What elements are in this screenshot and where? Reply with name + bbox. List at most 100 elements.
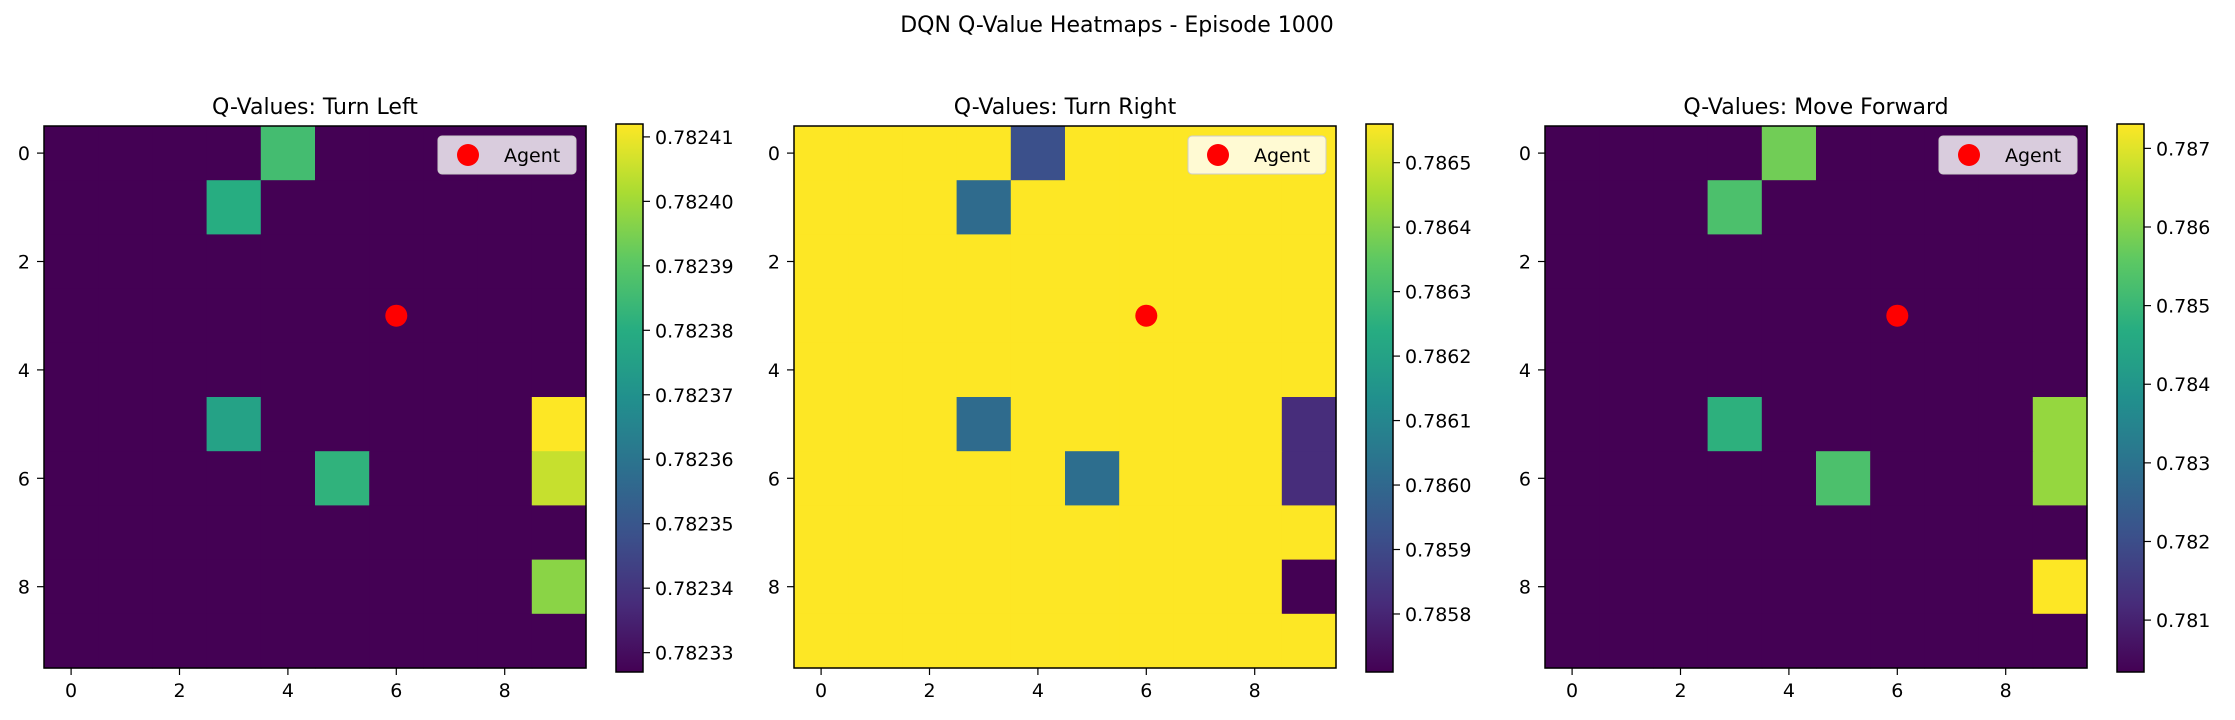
heatmap-cell <box>1761 505 1817 561</box>
heatmap-cell <box>369 559 424 615</box>
y-tick-label: 6 <box>1519 468 1531 490</box>
heatmap-cell <box>423 451 479 506</box>
heatmap-cell <box>44 288 99 344</box>
heatmap-cell <box>1010 613 1066 669</box>
heatmap-cell <box>260 288 316 344</box>
heatmap-cell <box>1010 342 1066 398</box>
heatmap-cell <box>1870 397 1925 452</box>
colorbar-tick-label: 0.7858 <box>1405 604 1471 626</box>
heatmap-cell <box>1065 559 1120 615</box>
heatmap-cell <box>206 613 262 669</box>
heatmap-cell <box>369 180 424 235</box>
heatmap-cell <box>848 234 903 290</box>
x-tick-label: 2 <box>1674 680 1686 702</box>
agent-marker <box>1886 304 1909 327</box>
heatmap-cell <box>902 451 958 506</box>
legend-agent-marker <box>457 144 479 166</box>
heatmap-cell <box>260 397 316 452</box>
heatmap-cell <box>1924 613 1980 669</box>
y-tick-label: 4 <box>1519 360 1531 382</box>
heatmap-cell <box>531 451 587 506</box>
heatmap-cell <box>1978 180 2034 235</box>
heatmap-cell <box>1119 613 1174 669</box>
heatmap-cell <box>1065 451 1120 506</box>
heatmap-cell <box>1870 613 1925 669</box>
heatmap-cell <box>1707 559 1763 615</box>
heatmap-cell <box>1065 505 1120 561</box>
heatmap-cell <box>1065 397 1120 452</box>
colorbar-tick-label: 0.78235 <box>655 514 734 536</box>
heatmap-cell <box>44 613 99 669</box>
heatmap-cell <box>1599 180 1654 235</box>
axes-frame <box>43 125 587 669</box>
heatmap-cell <box>1065 180 1120 235</box>
heatmap-cell <box>1173 288 1229 344</box>
heatmap-cell <box>1924 397 1980 452</box>
heatmap-panels: Q-Values: Turn Left 0 2 4 6 8 0 2 4 6 8 Agent 0.7823… <box>18 95 2211 702</box>
y-tick-label: 0 <box>18 143 30 165</box>
heatmap-cell <box>794 234 849 290</box>
heatmap-cell <box>98 451 153 506</box>
colorbar-tick-label: 0.787 <box>2156 138 2210 160</box>
heatmap-cell <box>1870 451 1925 506</box>
heatmap-cell <box>902 559 958 615</box>
heatmap-cell <box>1010 180 1066 235</box>
heatmap-cell <box>1173 613 1229 669</box>
heatmap-cell <box>152 126 208 181</box>
heatmap-cell <box>260 559 316 615</box>
heatmap-cell <box>902 288 958 344</box>
heatmap-cell <box>1599 613 1654 669</box>
heatmap-cell <box>1010 397 1066 452</box>
y-tick-label: 4 <box>18 360 30 382</box>
heatmap-cell <box>956 559 1012 615</box>
heatmap-cell <box>902 342 958 398</box>
heatmap-cell <box>152 342 208 398</box>
heatmap-cell <box>1227 180 1283 235</box>
heatmap-cell <box>1227 342 1283 398</box>
heatmap-cell <box>1816 288 1871 344</box>
heatmap-cell <box>315 234 370 290</box>
heatmap-cell <box>1065 126 1120 181</box>
heatmap-cell <box>1545 180 1600 235</box>
heatmap-cell <box>794 559 849 615</box>
heatmap-cell <box>956 613 1012 669</box>
legend-agent-marker <box>1958 144 1980 166</box>
heatmap-cell <box>1816 180 1871 235</box>
heatmap-cell <box>902 505 958 561</box>
heatmap-panel-0: Q-Values: Turn Left 0 2 4 6 8 0 2 4 6 8 Agent 0.7823… <box>18 95 734 702</box>
x-tick-label: 4 <box>1032 680 1044 702</box>
heatmap-cell <box>1599 126 1654 181</box>
colorbar-tick-label: 0.78239 <box>655 256 734 278</box>
heatmap-cell <box>1173 397 1229 452</box>
heatmap-cell <box>206 126 262 181</box>
agent-marker <box>1135 304 1158 327</box>
heatmap-cell <box>1599 234 1654 290</box>
x-tick-label: 6 <box>1140 680 1152 702</box>
colorbar-tick-label: 0.78238 <box>655 320 734 342</box>
panel-title: Q-Values: Turn Left <box>212 95 418 120</box>
heatmap-cell <box>1816 451 1871 506</box>
heatmap-cell <box>848 451 903 506</box>
heatmap-cell <box>1816 505 1871 561</box>
colorbar-tick-label: 0.785 <box>2156 296 2210 318</box>
heatmap-cell <box>1065 342 1120 398</box>
heatmap-cell <box>369 505 424 561</box>
heatmap-cell <box>98 613 153 669</box>
heatmap-cell <box>44 234 99 290</box>
heatmap-cell <box>1545 234 1600 290</box>
y-tick-label: 2 <box>1519 252 1531 274</box>
heatmap-cell <box>1173 559 1229 615</box>
heatmap-cell <box>848 505 903 561</box>
y-tick-label: 4 <box>768 360 780 382</box>
heatmap-cell <box>531 180 587 235</box>
heatmap-cell <box>477 613 533 669</box>
heatmap-cell <box>848 559 903 615</box>
colorbar-tick-label: 0.7859 <box>1405 540 1471 562</box>
heatmap-cell <box>1281 613 1337 669</box>
heatmap-cell <box>1978 559 2034 615</box>
heatmap-cell <box>531 234 587 290</box>
heatmap-cell <box>956 451 1012 506</box>
heatmap-cell <box>956 234 1012 290</box>
heatmap-cell <box>1119 559 1174 615</box>
heatmap-cell <box>1761 451 1817 506</box>
